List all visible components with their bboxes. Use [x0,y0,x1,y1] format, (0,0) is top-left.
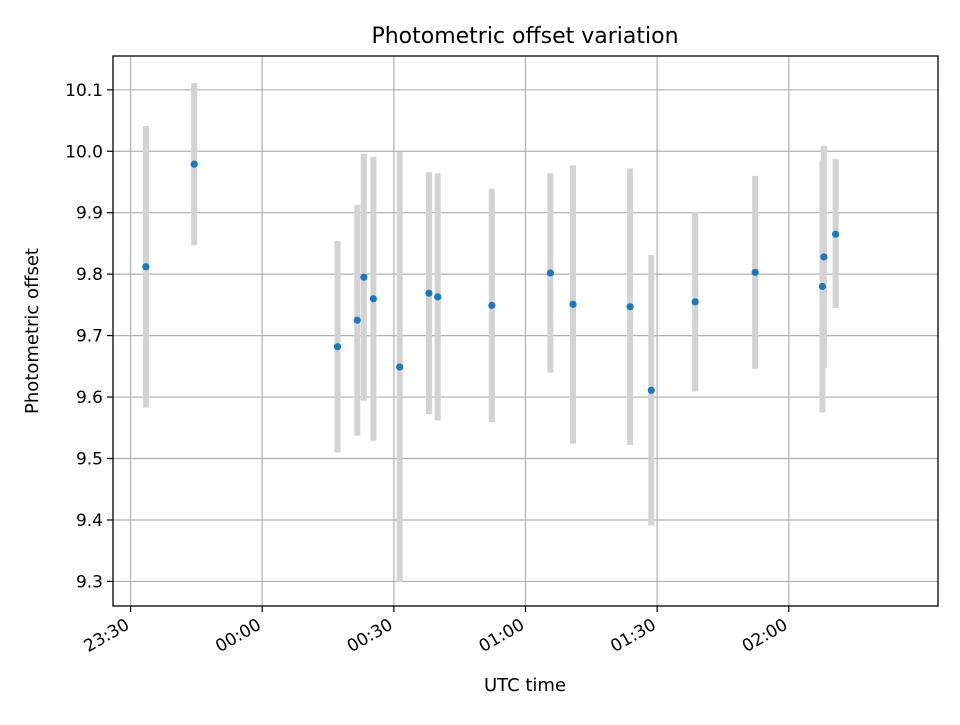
data-points [142,160,840,394]
chart-title: Photometric offset variation [371,24,678,49]
y-tick-label: 9.8 [76,265,103,285]
data-point [190,160,198,168]
data-point [434,293,442,301]
data-point [425,289,433,297]
data-point [488,301,496,310]
y-tick-label: 9.6 [76,388,103,408]
y-tick-label: 9.9 [76,204,103,224]
data-point [396,363,404,371]
data-point [360,273,368,281]
grid [113,56,938,606]
data-point [353,316,361,324]
data-point [333,343,342,351]
y-tick-label: 9.4 [76,511,103,531]
data-point [142,263,150,271]
y-tick-label: 10.1 [65,81,103,101]
data-point [820,253,828,261]
data-point [569,300,577,308]
y-axis-ticks: 9.3 9.4 9.5 9.6 9.7 9.8 9.9 10.0 10.1 [65,81,113,592]
y-tick-label: 10.0 [65,142,103,162]
x-axis-label: UTC time [484,675,566,696]
data-point [546,269,554,277]
data-point [369,295,377,303]
data-point [647,386,655,394]
data-point [626,303,634,311]
y-tick-label: 9.3 [76,572,103,592]
data-point [818,282,827,291]
data-point [751,268,759,276]
data-point [691,298,699,306]
data-point [832,230,840,238]
y-tick-label: 9.5 [76,450,103,470]
y-tick-label: 9.7 [76,327,103,347]
y-axis-label: Photometric offset [22,248,43,414]
